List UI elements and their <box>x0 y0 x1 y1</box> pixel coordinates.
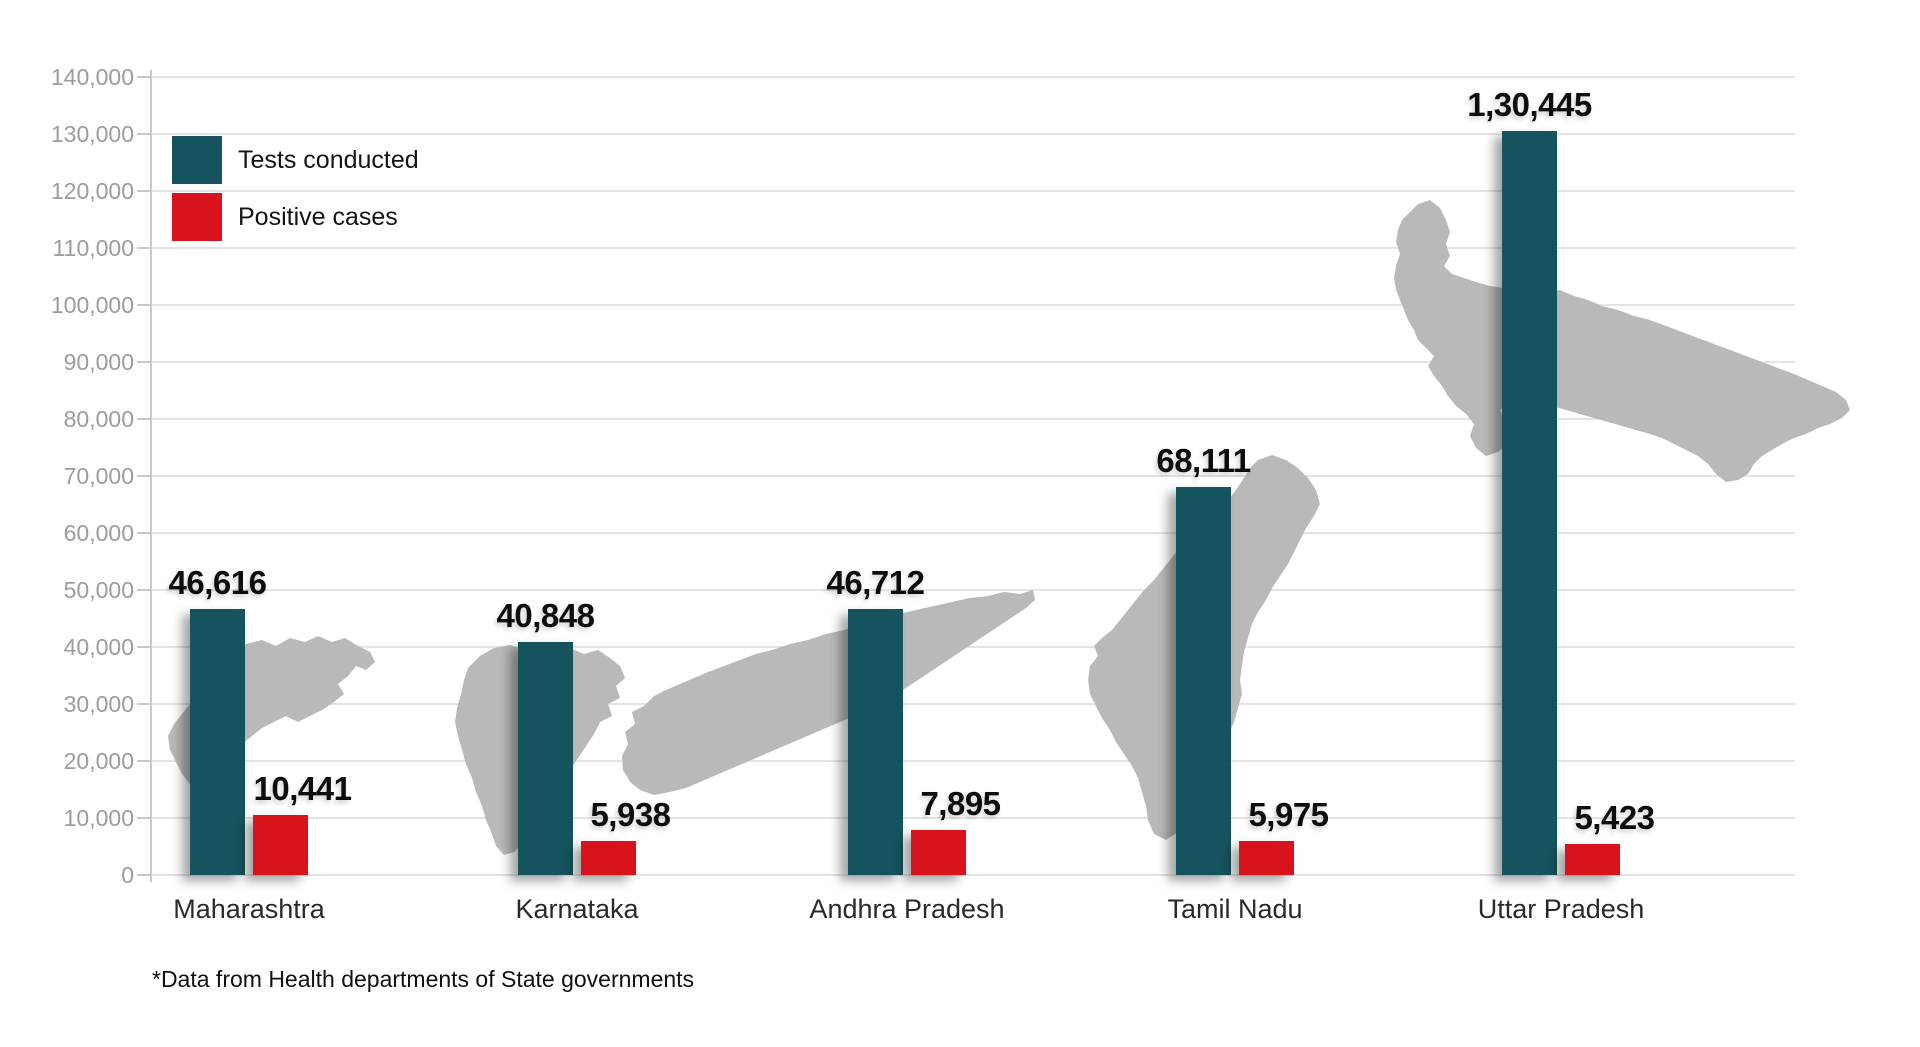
y-axis-tick-130,000 <box>137 133 151 135</box>
x-axis-label-maharashtra: Maharashtra <box>173 894 325 924</box>
positive-cases-bar-andhra-pradesh <box>911 830 966 875</box>
y-axis-label-10,000: 10,000 <box>63 805 134 831</box>
gridline-80,000 <box>151 418 1795 420</box>
gridline-60,000 <box>151 532 1795 534</box>
gridline-0 <box>151 874 1795 876</box>
tests-conducted-value-karnataka: 40,848 <box>496 597 595 634</box>
tests-conducted-value-tamil-nadu: 68,111 <box>1156 442 1251 479</box>
legend-row-positive-cases: Positive cases <box>172 193 419 241</box>
positive-cases-bar-tamil-nadu <box>1239 841 1294 875</box>
x-axis-label-uttar-pradesh: Uttar Pradesh <box>1477 894 1645 924</box>
y-axis-label-40,000: 40,000 <box>63 634 134 660</box>
y-axis-label-30,000: 30,000 <box>63 691 134 717</box>
positive-cases-legend-swatch <box>172 193 222 241</box>
y-axis-tick-80,000 <box>137 418 151 420</box>
tests-conducted-value-maharashtra: 46,616 <box>168 564 267 601</box>
positive-cases-value-tamil-nadu: 5,975 <box>1248 796 1329 833</box>
positive-cases-legend-label: Positive cases <box>238 202 398 231</box>
y-axis-line <box>150 70 152 882</box>
y-axis-tick-110,000 <box>137 247 151 249</box>
gridline-30,000 <box>151 703 1795 705</box>
x-axis-label-karnataka: Karnataka <box>515 894 639 924</box>
y-axis-tick-20,000 <box>137 760 151 762</box>
y-axis-label-80,000: 80,000 <box>63 406 134 432</box>
gridline-20,000 <box>151 760 1795 762</box>
tests-conducted-bar-andhra-pradesh <box>848 609 903 875</box>
y-axis-label-140,000: 140,000 <box>50 64 134 90</box>
y-axis-label-120,000: 120,000 <box>50 178 134 204</box>
gridline-90,000 <box>151 361 1795 363</box>
gridline-40,000 <box>151 646 1795 648</box>
positive-cases-bar-karnataka <box>581 841 636 875</box>
gridline-120,000 <box>151 190 1795 192</box>
tests-conducted-bar-maharashtra <box>190 609 245 875</box>
y-axis-tick-30,000 <box>137 703 151 705</box>
gridline-110,000 <box>151 247 1795 249</box>
y-axis-label-60,000: 60,000 <box>63 520 134 546</box>
positive-cases-bar-uttar-pradesh <box>1565 844 1620 875</box>
y-axis-label-50,000: 50,000 <box>63 577 134 603</box>
x-axis-label-tamil-nadu: Tamil Nadu <box>1167 894 1303 924</box>
y-axis-tick-60,000 <box>137 532 151 534</box>
legend-row-tests-conducted: Tests conducted <box>172 136 419 184</box>
tests-conducted-legend-swatch <box>172 136 222 184</box>
gridline-50,000 <box>151 589 1795 591</box>
y-axis-tick-50,000 <box>137 589 151 591</box>
tests-conducted-value-andhra-pradesh: 46,712 <box>826 564 925 601</box>
y-axis-tick-140,000 <box>137 76 151 78</box>
y-axis-label-20,000: 20,000 <box>63 748 134 774</box>
y-axis-tick-0 <box>137 874 151 876</box>
y-axis-label-90,000: 90,000 <box>63 349 134 375</box>
footnote: *Data from Health departments of State g… <box>152 966 695 992</box>
positive-cases-value-karnataka: 5,938 <box>590 796 671 833</box>
x-axis-label-andhra-pradesh: Andhra Pradesh <box>809 894 1005 924</box>
tests-conducted-value-uttar-pradesh: 1,30,445 <box>1467 86 1592 123</box>
uttar-pradesh-map-silhouette <box>1394 200 1850 482</box>
gridline-10,000 <box>151 817 1795 819</box>
y-axis-label-130,000: 130,000 <box>50 121 134 147</box>
positive-cases-value-maharashtra: 10,441 <box>253 770 352 807</box>
y-axis-tick-10,000 <box>137 817 151 819</box>
gridline-140,000 <box>151 76 1795 78</box>
y-axis-tick-120,000 <box>137 190 151 192</box>
y-axis-tick-100,000 <box>137 304 151 306</box>
y-axis-tick-70,000 <box>137 475 151 477</box>
tests-conducted-bar-tamil-nadu <box>1176 487 1231 875</box>
y-axis-label-0: 0 <box>121 862 134 888</box>
gridline-100,000 <box>151 304 1795 306</box>
andhra-pradesh-map-silhouette <box>622 590 1035 795</box>
positive-cases-bar-maharashtra <box>253 815 308 875</box>
positive-cases-value-andhra-pradesh: 7,895 <box>920 785 1001 822</box>
positive-cases-value-uttar-pradesh: 5,423 <box>1574 799 1655 836</box>
y-axis-label-70,000: 70,000 <box>63 463 134 489</box>
tests-conducted-legend-label: Tests conducted <box>238 145 419 174</box>
y-axis-label-100,000: 100,000 <box>50 292 134 318</box>
tests-conducted-bar-uttar-pradesh <box>1502 131 1557 875</box>
gridline-70,000 <box>151 475 1795 477</box>
y-axis-tick-40,000 <box>137 646 151 648</box>
y-axis-label-110,000: 110,000 <box>52 235 134 261</box>
legend: Tests conducted Positive cases <box>172 136 419 250</box>
y-axis-tick-90,000 <box>137 361 151 363</box>
gridline-130,000 <box>151 133 1795 135</box>
tests-conducted-bar-karnataka <box>518 642 573 875</box>
